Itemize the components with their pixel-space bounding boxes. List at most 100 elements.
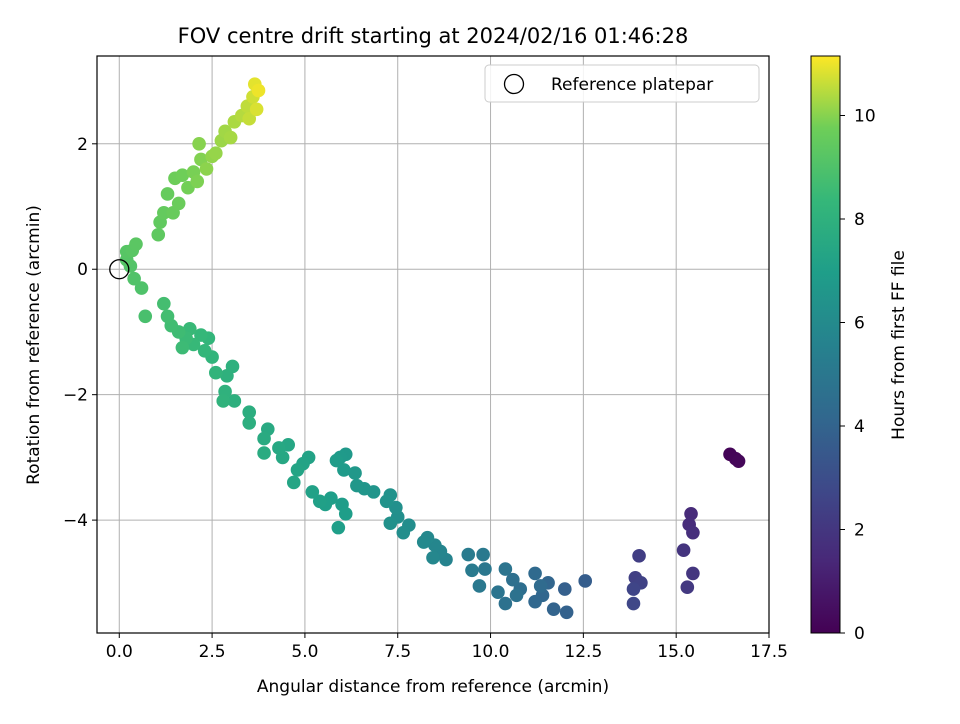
data-point: [533, 579, 548, 593]
y-tick-label: −2: [63, 386, 88, 406]
data-point: [134, 281, 149, 295]
legend-label: Reference platepar: [551, 75, 713, 95]
data-point: [242, 416, 257, 430]
y-tick-label: 0: [77, 260, 88, 280]
data-point: [498, 562, 513, 576]
data-point: [223, 130, 238, 145]
data-points: [119, 77, 746, 620]
data-point: [209, 365, 223, 380]
legend-box: [484, 64, 760, 103]
data-point: [329, 453, 344, 468]
data-point: [684, 507, 698, 521]
colorbar-tick-label: 2: [854, 521, 865, 541]
data-point: [546, 602, 561, 616]
data-point: [160, 309, 175, 324]
colorbar: [810, 55, 841, 634]
colorbar-tick-label: 6: [854, 314, 865, 334]
data-point: [491, 585, 505, 600]
data-point: [290, 463, 305, 477]
data-point: [348, 466, 362, 480]
data-point: [312, 494, 327, 509]
data-point: [528, 594, 542, 609]
data-point: [461, 547, 476, 562]
data-point: [472, 579, 487, 593]
y-axis-label: Rotation from reference (arcmin): [24, 205, 44, 485]
reference-marker: [109, 259, 130, 280]
data-point: [731, 454, 746, 468]
data-point: [194, 328, 208, 342]
data-point: [383, 516, 398, 531]
data-point: [220, 369, 234, 383]
data-point: [227, 394, 242, 408]
data-point: [331, 520, 346, 535]
plot-frame: [96, 55, 770, 634]
x-axis-ticks: 0.0 2.5 5.0 7.5 10.0 12.5 15.0 17.5: [106, 633, 788, 662]
x-axis-label: Angular distance from reference (arcmin): [257, 677, 609, 697]
data-point: [416, 535, 431, 549]
data-point: [396, 525, 411, 540]
data-point: [171, 196, 186, 211]
data-point: [209, 146, 223, 161]
data-point: [632, 549, 646, 563]
y-tick-label: 2: [77, 135, 88, 155]
x-tick-label: 15.0: [657, 642, 695, 662]
x-tick-label: 7.5: [384, 642, 411, 662]
x-tick-label: 2.5: [199, 642, 226, 662]
data-point: [626, 582, 641, 596]
data-point: [506, 572, 520, 587]
data-point: [286, 475, 301, 490]
y-axis-ticks: −4 −2 0 2: [63, 135, 97, 531]
reference-point: [109, 259, 130, 280]
data-point: [257, 431, 271, 446]
data-point: [676, 543, 691, 558]
data-point: [426, 550, 440, 565]
data-point: [680, 580, 695, 595]
data-point: [175, 168, 190, 182]
colorbar-label: Hours from first FF file: [889, 250, 909, 440]
x-tick-label: 0.0: [106, 642, 133, 662]
colorbar-ticks: 0 2 4 6 8 10: [840, 107, 876, 644]
data-point: [127, 271, 141, 286]
data-point: [337, 463, 351, 477]
chart-title: FOV centre drift starting at 2024/02/16 …: [178, 24, 689, 48]
data-point: [528, 566, 542, 581]
x-tick-label: 17.5: [750, 642, 788, 662]
colorbar-tick-label: 8: [854, 210, 865, 230]
colorbar-tick-label: 0: [854, 624, 865, 644]
data-point: [498, 596, 513, 611]
data-point: [509, 588, 524, 603]
data-point: [272, 441, 286, 455]
data-point: [578, 574, 593, 588]
data-point: [199, 162, 214, 176]
x-tick-label: 10.0: [472, 642, 510, 662]
data-point: [129, 237, 143, 251]
data-point: [242, 111, 257, 126]
data-point: [160, 187, 175, 201]
data-point: [379, 494, 394, 509]
data-point: [157, 296, 171, 311]
data-point: [478, 562, 492, 576]
data-point: [151, 227, 166, 242]
data-point: [242, 405, 257, 420]
data-point: [305, 485, 320, 499]
legend-marker-icon: [503, 73, 525, 95]
legend: Reference platepar: [484, 64, 760, 103]
data-point: [249, 102, 264, 117]
data-point: [216, 394, 231, 408]
data-point: [338, 507, 353, 521]
data-point: [626, 596, 641, 611]
data-point: [686, 566, 700, 581]
data-point: [559, 605, 574, 620]
data-point: [350, 478, 364, 493]
data-point: [257, 446, 271, 460]
x-tick-label: 5.0: [291, 642, 318, 662]
colorbar-tick-label: 4: [854, 417, 865, 437]
data-point: [175, 340, 190, 355]
data-point: [558, 582, 572, 596]
data-point: [476, 547, 490, 562]
data-point: [197, 343, 212, 358]
data-point: [465, 563, 479, 578]
data-point: [686, 525, 700, 540]
data-point: [138, 309, 153, 324]
